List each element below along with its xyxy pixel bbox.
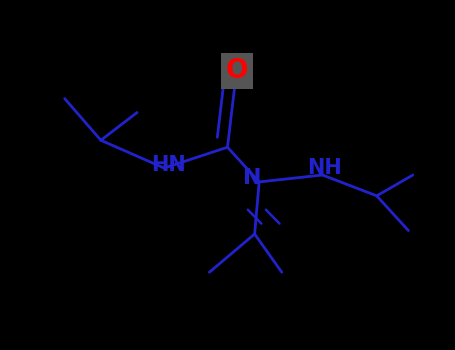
Text: HN: HN [152,155,186,175]
Text: N: N [243,168,262,188]
Text: NH: NH [308,158,342,178]
Text: O: O [225,58,248,84]
